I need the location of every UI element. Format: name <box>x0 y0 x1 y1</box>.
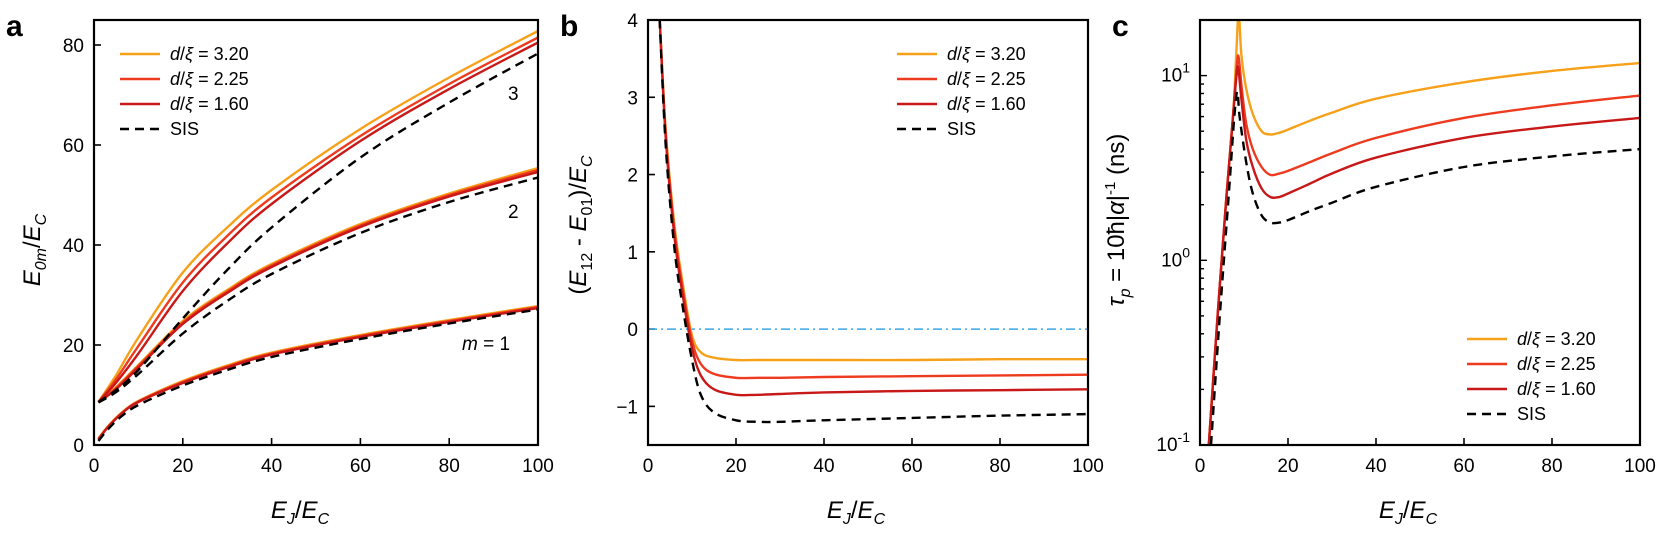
series-line-d320 <box>97 29 538 403</box>
panel-b-letter: b <box>560 10 578 43</box>
legend: d/ξ = 3.20 d/ξ = 2.25 d/ξ = 1.60 SIS <box>1467 329 1596 424</box>
y-tick-label: 3 <box>627 88 638 109</box>
legend-label-d160: d/ξ = 1.60 <box>947 94 1026 114</box>
series-line-d160 <box>1207 65 1640 445</box>
y-tick-label: 10-1 <box>1156 429 1190 456</box>
panel-b: b 0 20 40 60 80 100 −1 0 1 2 3 4 d/ξ = 3.20 d/ξ = 2.2… <box>560 10 1104 528</box>
x-tick-label: 80 <box>439 456 460 477</box>
series-line-d160 <box>97 306 538 441</box>
annotation-m3: 3 <box>508 84 519 105</box>
x-tick-label: 0 <box>89 456 100 477</box>
x-tick-label: 100 <box>522 456 554 477</box>
panel-a: a 0 20 40 60 80 100 0 20 40 60 80 d/ξ = 3.20 d/ξ = 2… <box>6 10 554 528</box>
panel-a-ylabel: E0m/EC <box>19 213 50 286</box>
legend-label-sis: SIS <box>947 119 976 139</box>
x-tick-label: 0 <box>1195 456 1206 477</box>
series-line-sis <box>97 308 538 442</box>
legend-label-d320: d/ξ = 3.20 <box>1517 329 1596 349</box>
x-tick-label: 20 <box>1277 456 1298 477</box>
x-tick-label: 60 <box>1453 456 1474 477</box>
panel-a-xlabel: EJ/EC <box>271 497 330 528</box>
x-tick-label: 20 <box>172 456 193 477</box>
legend-label-d320: d/ξ = 3.20 <box>947 44 1026 64</box>
legend: d/ξ = 3.20 d/ξ = 2.25 d/ξ = 1.60 SIS <box>897 44 1026 139</box>
panel-c-xlabel: EJ/EC <box>1379 497 1438 528</box>
y-tick-label: 101 <box>1161 60 1190 87</box>
legend-label-d320: d/ξ = 3.20 <box>170 44 249 64</box>
series-line-d320 <box>97 166 538 404</box>
panel-c-plot: 0 20 40 60 80 100 10-1 100 101 d/ξ = 3.20 d/ξ = 2.… <box>1156 18 1656 477</box>
y-tick-label: 2 <box>627 166 638 187</box>
y-tick-label: 4 <box>627 11 638 32</box>
x-tick-label: 40 <box>261 456 282 477</box>
x-tick-label: 80 <box>989 456 1010 477</box>
y-tick-label: 80 <box>63 36 84 57</box>
panel-a-plot: 0 20 40 60 80 100 0 20 40 60 80 d/ξ = 3.20 d/ξ = 2.2… <box>63 18 554 477</box>
plot-frame <box>92 18 540 447</box>
annotation-m2: 2 <box>508 202 519 223</box>
x-tick-label: 100 <box>1072 456 1104 477</box>
series-line-d160 <box>97 170 538 404</box>
x-tick-label: 40 <box>813 456 834 477</box>
legend-label-d225: d/ξ = 2.25 <box>170 69 249 89</box>
annotation-m1: m = 1 <box>462 334 510 355</box>
legend-label-d160: d/ξ = 1.60 <box>1517 379 1596 399</box>
legend-label-d225: d/ξ = 2.25 <box>1517 354 1596 374</box>
plot-frame <box>1198 18 1642 447</box>
x-tick-label: 60 <box>901 456 922 477</box>
plot-frame <box>646 18 1090 447</box>
series-line-sis <box>97 52 538 404</box>
series-line-d225 <box>97 168 538 404</box>
legend-label-d225: d/ξ = 2.25 <box>947 69 1026 89</box>
y-tick-label: 20 <box>63 336 84 357</box>
y-tick-label: 60 <box>63 136 84 157</box>
series-line-d225 <box>97 36 538 403</box>
series-line-sis <box>97 176 538 404</box>
legend-label-sis: SIS <box>170 119 199 139</box>
legend: d/ξ = 3.20 d/ξ = 2.25 d/ξ = 1.60 SIS <box>120 44 249 139</box>
legend-label-d160: d/ξ = 1.60 <box>170 94 249 114</box>
series-line-d160 <box>97 41 538 403</box>
y-tick-label: 0 <box>73 436 84 457</box>
panel-b-xlabel: EJ/EC <box>827 497 886 528</box>
y-tick-label: 0 <box>627 320 638 341</box>
series-line-sis <box>1209 90 1640 445</box>
panel-b-ylabel: (E12 - E01)/EC <box>565 155 596 295</box>
x-tick-label: 100 <box>1624 456 1656 477</box>
y-tick-label: 100 <box>1161 244 1190 271</box>
x-tick-label: 20 <box>725 456 746 477</box>
y-tick-label: 40 <box>63 236 84 257</box>
legend-label-sis: SIS <box>1517 404 1546 424</box>
series-line-d225 <box>97 305 538 440</box>
y-tick-label: 1 <box>627 243 638 264</box>
x-tick-label: 60 <box>350 456 371 477</box>
x-tick-label: 80 <box>1541 456 1562 477</box>
panel-c-ylabel: τp = 10ħ|α|-1 (ns) <box>1102 134 1134 307</box>
series-line-d320 <box>97 304 538 440</box>
x-tick-label: 40 <box>1365 456 1386 477</box>
panel-c-letter: c <box>1112 10 1129 43</box>
series-line-sis <box>658 20 1088 424</box>
y-tick-label: −1 <box>616 397 638 418</box>
panel-a-letter: a <box>6 10 23 43</box>
x-tick-label: 0 <box>643 456 654 477</box>
